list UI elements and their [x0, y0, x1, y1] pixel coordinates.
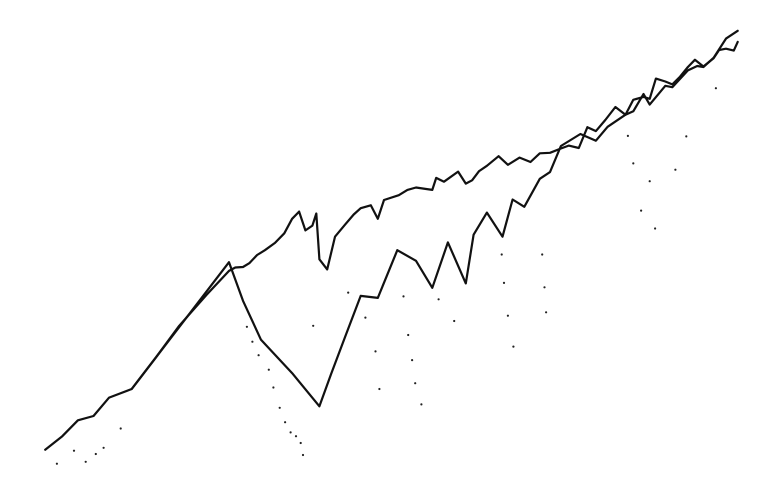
data-point — [654, 227, 657, 230]
data-point — [347, 291, 350, 294]
data-point — [312, 324, 315, 327]
data-point — [251, 340, 254, 343]
data-point — [648, 180, 651, 183]
data-point — [284, 421, 287, 424]
data-point — [500, 253, 503, 256]
data-point — [420, 403, 423, 406]
data-point — [437, 298, 440, 301]
data-point — [278, 406, 281, 409]
series-layer — [44, 29, 739, 465]
data-point — [245, 325, 248, 328]
data-point — [714, 87, 718, 90]
data-point — [289, 431, 292, 434]
data-point — [294, 435, 298, 438]
series-line-2 — [130, 29, 739, 408]
data-point — [267, 368, 270, 371]
data-point — [102, 446, 105, 449]
data-point — [301, 453, 305, 457]
data-point — [640, 209, 643, 212]
data-point — [257, 354, 260, 357]
data-point — [364, 316, 367, 319]
data-point — [55, 462, 59, 465]
data-point — [411, 359, 414, 362]
data-point — [72, 449, 76, 452]
data-point — [407, 333, 410, 337]
data-point — [685, 135, 688, 138]
data-point — [84, 460, 87, 463]
data-point — [453, 319, 456, 323]
data-point — [272, 386, 275, 389]
data-point — [541, 253, 544, 256]
data-point — [506, 314, 509, 317]
data-point — [543, 286, 546, 289]
data-point — [632, 162, 635, 165]
data-point — [545, 311, 548, 314]
data-point — [94, 452, 97, 456]
data-point — [374, 350, 377, 353]
data-point — [402, 295, 405, 298]
data-point — [299, 441, 302, 445]
data-point — [119, 427, 122, 430]
data-point — [378, 387, 381, 391]
data-point — [626, 134, 630, 137]
data-point — [674, 168, 677, 171]
data-point — [414, 382, 417, 385]
data-point — [502, 281, 506, 284]
data-point — [512, 345, 515, 348]
series-line-1 — [44, 40, 739, 451]
